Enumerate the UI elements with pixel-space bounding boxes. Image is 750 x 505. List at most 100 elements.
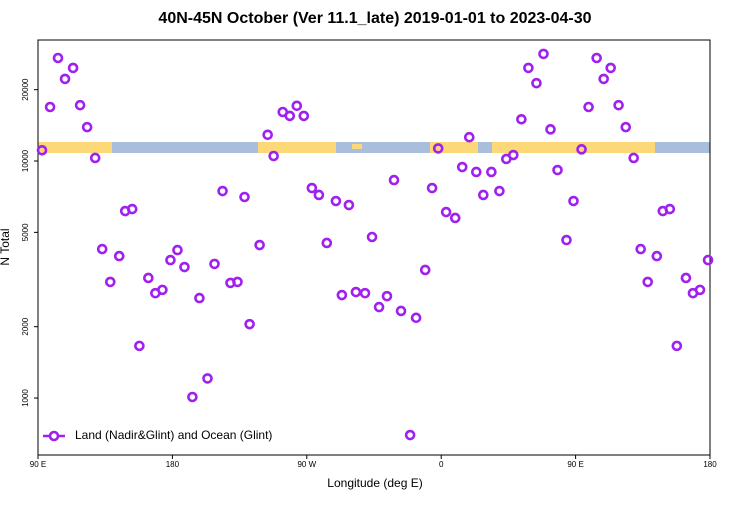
marker [239, 191, 250, 203]
y-tick-label: 1000 [21, 389, 30, 407]
y-tick-label: 10000 [21, 149, 30, 172]
marker [172, 244, 183, 256]
marker [52, 52, 64, 64]
marker [486, 166, 497, 178]
marker [359, 287, 371, 299]
marker [268, 150, 279, 162]
marker [635, 243, 647, 255]
marker [478, 189, 489, 201]
marker [194, 292, 205, 304]
marker [36, 144, 48, 156]
chart-title: 40N-45N October (Ver 11.1_late) 2019-01-… [158, 10, 591, 27]
legend-marker [48, 430, 60, 442]
marker [126, 203, 138, 215]
x-tick-label: 180 [166, 460, 180, 469]
marker [67, 62, 79, 74]
marker [605, 62, 616, 74]
marker [202, 373, 213, 384]
marker [410, 312, 422, 324]
marker [96, 243, 108, 255]
y-tick-label: 20000 [21, 78, 30, 101]
marker [680, 272, 692, 284]
marker [651, 250, 663, 262]
x-tick-label: 180 [703, 460, 717, 469]
marker [89, 152, 101, 164]
marker [330, 195, 342, 207]
x-tick-label: 90 W [297, 460, 316, 469]
marker [463, 131, 475, 143]
x-tick-label: 90 E [30, 460, 46, 469]
marker [531, 77, 542, 89]
plot-frame [37, 39, 711, 456]
x-axis-label: Longitude (deg E) [327, 476, 422, 490]
marker [664, 203, 676, 215]
marker [613, 99, 624, 111]
marker [59, 73, 71, 85]
marker [538, 48, 549, 60]
marker [591, 52, 602, 64]
marker [628, 152, 639, 164]
marker [244, 318, 255, 330]
marker [561, 234, 572, 246]
marker [470, 166, 482, 178]
x-tick-label: 90 E [567, 460, 583, 469]
y-axis-label: N Total [0, 228, 12, 265]
marker [381, 290, 393, 302]
marker [81, 121, 93, 133]
marker [702, 254, 714, 266]
marker [113, 250, 125, 262]
marker [104, 276, 116, 288]
marker [343, 199, 355, 211]
marker [545, 124, 556, 135]
marker [313, 189, 325, 201]
marker [404, 429, 416, 441]
x-tick-label: 0 [439, 460, 444, 469]
marker [552, 164, 563, 176]
marker [366, 231, 378, 243]
marker [508, 149, 519, 161]
marker [306, 182, 318, 194]
marker [395, 305, 407, 317]
marker [671, 340, 683, 352]
marker [254, 239, 265, 251]
marker [217, 185, 228, 197]
marker [134, 340, 145, 352]
marker [642, 276, 654, 288]
marker [232, 276, 243, 288]
marker [298, 110, 310, 122]
marker [157, 284, 168, 296]
marker [143, 272, 154, 284]
marker [321, 237, 333, 249]
marker [336, 289, 348, 301]
marker [694, 284, 706, 296]
marker [44, 101, 56, 113]
marker [187, 391, 198, 403]
marker [456, 161, 468, 173]
marker [373, 301, 385, 313]
marker [494, 185, 505, 197]
marker [209, 258, 220, 270]
marker [165, 254, 176, 266]
marker [179, 261, 190, 273]
legend-label: Land (Nadir&Glint) and Ocean (Glint) [75, 428, 272, 442]
marker [419, 264, 431, 276]
marker [449, 212, 461, 224]
marker [620, 121, 632, 133]
marker [516, 113, 527, 125]
y-tick-label: 2000 [21, 317, 30, 335]
marker [74, 99, 86, 111]
marker [388, 174, 400, 186]
marker [568, 195, 579, 207]
y-tick-label: 5000 [21, 223, 30, 241]
marker [262, 129, 273, 141]
marker [523, 62, 534, 74]
marker [440, 206, 452, 218]
marker [432, 143, 444, 154]
marker [284, 110, 296, 122]
marker [576, 144, 587, 155]
marker [291, 100, 303, 112]
marker [426, 182, 438, 194]
marker [583, 101, 594, 113]
